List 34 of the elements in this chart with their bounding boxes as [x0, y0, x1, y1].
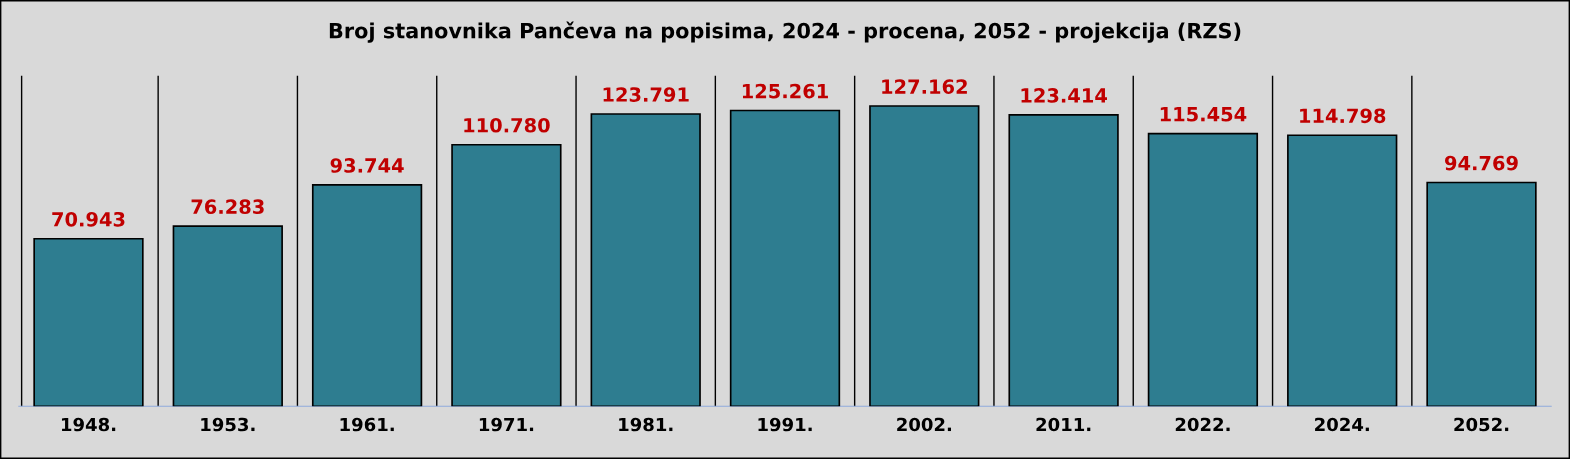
x-tick-label: 1981. — [619, 417, 673, 432]
x-tick-label: 1991. — [758, 417, 812, 432]
data-label: 127.162 — [882, 79, 967, 94]
x-tick-label: 1953. — [201, 417, 255, 432]
data-label: 93.744 — [330, 158, 404, 173]
data-label: 94.769 — [1445, 155, 1518, 171]
data-label: 76.283 — [191, 199, 264, 215]
x-tick-label: 1961. — [340, 417, 394, 432]
data-label: 123.791 — [603, 87, 689, 102]
data-label: 114.798 — [1300, 108, 1386, 124]
bar — [172, 225, 283, 407]
bar — [1008, 114, 1119, 407]
data-label: 70.943 — [52, 211, 125, 227]
data-label: 110.780 — [464, 117, 550, 133]
x-tick-label: 2022. — [1175, 417, 1230, 432]
bar — [729, 109, 841, 407]
x-tick-label: 1971. — [479, 417, 534, 432]
data-label: 123.414 — [1021, 88, 1107, 103]
bar — [1147, 132, 1259, 407]
chart-title: Broj stanovnika Pančeva na popisima, 2024 - procena, 2052 - projekcija (RZS) — [329, 21, 1241, 43]
bar — [1426, 181, 1537, 407]
x-tick-label: 2052. — [1454, 417, 1509, 432]
data-label: 115.454 — [1160, 107, 1247, 122]
bar — [451, 143, 562, 407]
bar — [33, 237, 144, 407]
x-tick-label: 1948. — [61, 417, 116, 432]
x-tick-label: 2002. — [897, 417, 952, 432]
bar — [1287, 134, 1398, 407]
x-tick-label: 2024. — [1315, 417, 1369, 432]
data-label: 125.261 — [742, 83, 828, 99]
bar — [311, 184, 423, 407]
bar — [590, 113, 701, 407]
x-tick-label: 2011. — [1036, 417, 1091, 432]
bar — [869, 105, 980, 407]
